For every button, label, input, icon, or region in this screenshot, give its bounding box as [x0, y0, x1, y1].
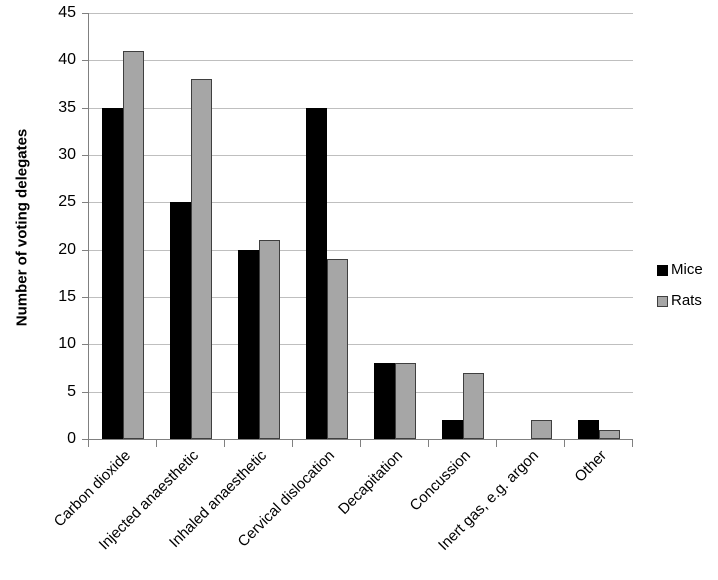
x-axis-tick: [428, 440, 429, 447]
x-axis-tick: [496, 440, 497, 447]
legend-label-mice: Mice: [671, 261, 703, 278]
gridline-25: [89, 202, 633, 204]
gridline-20: [89, 249, 633, 251]
bar-rats-7: [599, 429, 620, 439]
y-axis-tick-label: 15: [58, 288, 76, 305]
y-axis-tick-label: 5: [67, 382, 76, 400]
bar-mice-3: [306, 107, 327, 439]
y-axis-tick-label: 30: [58, 146, 76, 163]
gridline-5: [89, 391, 633, 393]
bar-mice-1: [170, 202, 191, 439]
y-axis-tick: [82, 13, 88, 14]
y-axis-tick: [82, 297, 88, 298]
y-axis-tick-label: 25: [58, 193, 76, 211]
y-axis-tick-label: 10: [58, 335, 76, 353]
y-axis-tick: [82, 344, 88, 346]
y-axis-tick: [82, 60, 88, 62]
y-axis-tick-label: 35: [58, 98, 76, 116]
x-axis-tick: [224, 440, 225, 447]
x-category-label: Carbon dioxide: [50, 447, 135, 531]
bar-mice-5: [442, 420, 463, 439]
bar-rats-2: [259, 240, 280, 439]
gridline-40: [89, 60, 633, 62]
y-axis-tick: [82, 439, 88, 440]
y-axis-tick: [82, 249, 88, 251]
y-axis-tick: [82, 107, 88, 109]
legend-item-rats: Rats: [657, 292, 703, 310]
y-axis-tick-label: 20: [58, 240, 76, 258]
y-axis-tick-label: 40: [58, 51, 76, 69]
gridline-45: [89, 13, 633, 14]
x-axis-tick: [88, 440, 89, 447]
gridline-15: [89, 297, 633, 298]
bar-rats-4: [395, 363, 416, 439]
bar-rats-1: [191, 79, 212, 439]
x-axis-tick: [156, 440, 157, 447]
bar-mice-4: [374, 363, 395, 439]
x-axis-tick: [564, 440, 565, 447]
bar-rats-5: [463, 372, 484, 439]
y-axis-tick-label: 45: [58, 4, 76, 21]
gridline-35: [89, 107, 633, 109]
legend-swatch-mice: [657, 264, 668, 276]
bar-rats-3: [327, 259, 348, 439]
gridline-30: [89, 155, 633, 156]
bar-mice-7: [578, 420, 599, 439]
bar-mice-0: [102, 107, 123, 439]
x-axis-tick: [292, 440, 293, 447]
y-axis-tick: [82, 155, 88, 156]
plot-area: [88, 13, 633, 440]
y-axis-tick: [82, 202, 88, 204]
legend: Mice Rats: [657, 261, 703, 323]
x-axis-tick: [632, 440, 633, 447]
legend-item-mice: Mice: [657, 261, 703, 279]
legend-label-rats: Rats: [671, 292, 702, 309]
legend-swatch-rats: [657, 295, 668, 307]
bar-rats-0: [123, 50, 144, 439]
y-axis-tick: [82, 391, 88, 393]
gridline-10: [89, 344, 633, 346]
y-axis-tick-label: 0: [67, 430, 76, 447]
x-axis-tick: [360, 440, 361, 447]
bar-mice-2: [238, 249, 259, 439]
bar-rats-6: [531, 420, 552, 439]
y-axis-title: Number of voting delegates: [13, 128, 31, 327]
